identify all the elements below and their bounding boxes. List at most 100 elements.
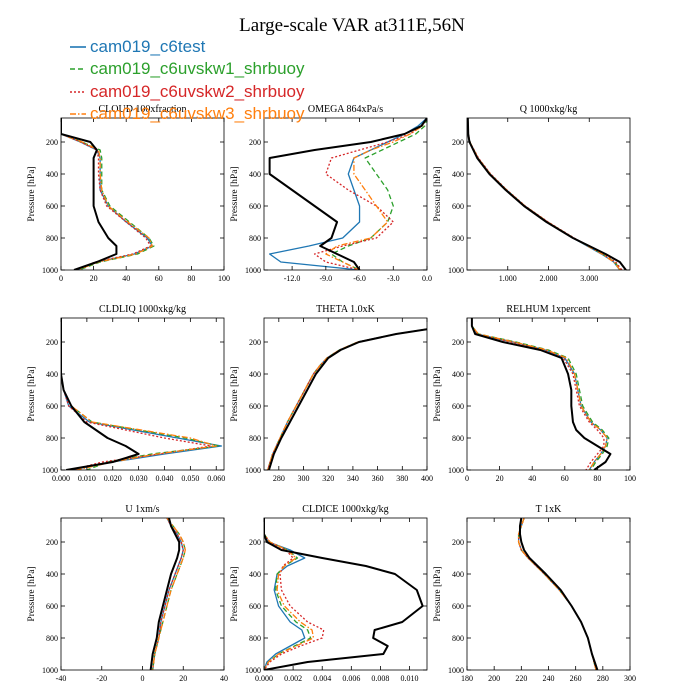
panel-title: THETA 1.0xK (316, 304, 375, 315)
x-tick-label: 40 (220, 674, 228, 683)
series-line-cam019-c6uvskw1-shrbuoy (467, 118, 622, 270)
y-tick-label: 800 (249, 634, 261, 643)
panel-title: CLDLIQ 1000xkg/kg (99, 304, 186, 315)
y-axis-label: Pressure [hPa] (230, 366, 240, 421)
ref-line (149, 518, 181, 670)
y-tick-label: 1000 (42, 666, 58, 675)
plot-frame (263, 317, 428, 471)
plot-frame (466, 117, 631, 271)
x-tick-label: 300 (298, 474, 310, 483)
x-tick-label: 260 (570, 674, 582, 683)
y-tick-label: 1000 (448, 666, 464, 675)
plot-frame (466, 317, 631, 471)
x-tick-label: 80 (187, 274, 195, 283)
panel-theta: THETA 1.0xK 200 400 600 800 1000 280 300 320 340 3… (230, 304, 433, 483)
x-tick-label: 0 (465, 474, 469, 483)
legend-label: cam019_c6uvskw3_shrbuoy (90, 104, 305, 123)
x-tick-label: 1.000 (499, 274, 517, 283)
y-axis-label: Pressure [hPa] (433, 366, 443, 421)
y-tick-label: 1000 (42, 466, 58, 475)
x-tick-label: 280 (597, 674, 609, 683)
x-tick-label: 60 (155, 274, 163, 283)
x-tick-label: 360 (372, 474, 384, 483)
series-line-cam019-c6uvskw2-shrbuoy (313, 118, 427, 270)
panel-omega: OMEGA 864xPa/s 200 400 600 800 1000 -12.0 -9.0 -… (230, 104, 432, 283)
y-axis-label: Pressure [hPa] (27, 566, 37, 621)
y-tick-label: 800 (452, 234, 464, 243)
x-tick-label: 400 (421, 474, 433, 483)
x-tick-label: 100 (624, 474, 636, 483)
y-tick-label: 600 (46, 202, 58, 211)
ref-line (61, 318, 140, 470)
panel-title: CLOUD 100xfraction (98, 104, 186, 115)
plot-frame (263, 517, 428, 671)
x-tick-label: 0.010 (401, 674, 419, 683)
y-tick-label: 800 (249, 234, 261, 243)
y-tick-label: 200 (452, 138, 464, 147)
x-tick-label: 0.002 (284, 674, 302, 683)
x-tick-label: 60 (561, 474, 569, 483)
x-tick-label: -9.0 (319, 274, 332, 283)
series-line-cam019-c6uvskw2-shrbuoy (61, 118, 152, 270)
series-line-cam019-c6test (268, 118, 427, 270)
y-tick-label: 200 (452, 338, 464, 347)
y-axis-label: Pressure [hPa] (433, 566, 443, 621)
x-tick-label: 0.020 (104, 474, 122, 483)
legend-entry: cam019_c6uvskw1_shrbuoy (70, 59, 305, 78)
y-tick-label: 400 (249, 170, 261, 179)
x-tick-label: 180 (461, 674, 473, 683)
y-axis-label: Pressure [hPa] (27, 166, 37, 221)
y-tick-label: 1000 (448, 266, 464, 275)
y-tick-label: 400 (249, 570, 261, 579)
ref-line (518, 518, 599, 670)
x-tick-label: 20 (496, 474, 504, 483)
ref-line (264, 518, 424, 670)
series-line-cam019-c6uvskw1-shrbuoy (61, 118, 155, 270)
y-tick-label: 200 (46, 538, 58, 547)
x-tick-label: 40 (122, 274, 130, 283)
y-tick-label: 400 (452, 370, 464, 379)
y-tick-label: 600 (452, 402, 464, 411)
x-tick-label: 2.000 (540, 274, 558, 283)
y-tick-label: 1000 (42, 266, 58, 275)
series-line-cam019-c6test (61, 118, 153, 270)
x-tick-label: 380 (396, 474, 408, 483)
panel-title: CLDICE 1000xkg/kg (302, 504, 388, 515)
series-line-cam019-c6uvskw1-shrbuoy (517, 518, 597, 670)
series-line-cam019-c6test (471, 318, 608, 470)
x-tick-label: 0 (141, 674, 145, 683)
series-line-cam019-c6uvskw3-shrbuoy (152, 518, 186, 670)
legend: cam019_c6test cam019_c6uvskw1_shrbuoy cam0… (70, 37, 305, 123)
y-tick-label: 800 (46, 634, 58, 643)
panel-u: U 1xm/s 200 400 600 800 1000-40 -20 0 20 40 Pressu… (27, 504, 228, 683)
y-tick-label: 800 (46, 234, 58, 243)
x-tick-label: -3.0 (387, 274, 400, 283)
x-tick-label: -6.0 (353, 274, 366, 283)
y-tick-label: 400 (452, 570, 464, 579)
series-line-cam019-c6uvskw3-shrbuoy (517, 518, 597, 670)
y-axis-label: Pressure [hPa] (230, 566, 240, 621)
series-line-cam019-c6uvskw1-shrbuoy (471, 318, 610, 470)
y-tick-label: 400 (46, 570, 58, 579)
series-line-cam019-c6uvskw2-shrbuoy (467, 118, 623, 270)
x-tick-label: 0.050 (181, 474, 199, 483)
legend-label: cam019_c6test (90, 37, 206, 56)
series-line-cam019-c6uvskw2-shrbuoy (471, 318, 605, 470)
y-tick-label: 1000 (448, 466, 464, 475)
x-tick-label: 0.000 (52, 474, 70, 483)
x-tick-label: -20 (96, 674, 107, 683)
series-line-cam019-c6test (467, 118, 621, 270)
legend-entry: cam019_c6test (70, 37, 206, 56)
ref-line (470, 318, 612, 470)
y-tick-label: 400 (46, 170, 58, 179)
series-line-cam019-c6uvskw3-shrbuoy (471, 318, 608, 470)
y-tick-label: 600 (249, 402, 261, 411)
x-tick-label: 240 (543, 674, 555, 683)
y-tick-label: 600 (46, 602, 58, 611)
series-line-cam019-c6uvskw1-shrbuoy (330, 118, 427, 270)
